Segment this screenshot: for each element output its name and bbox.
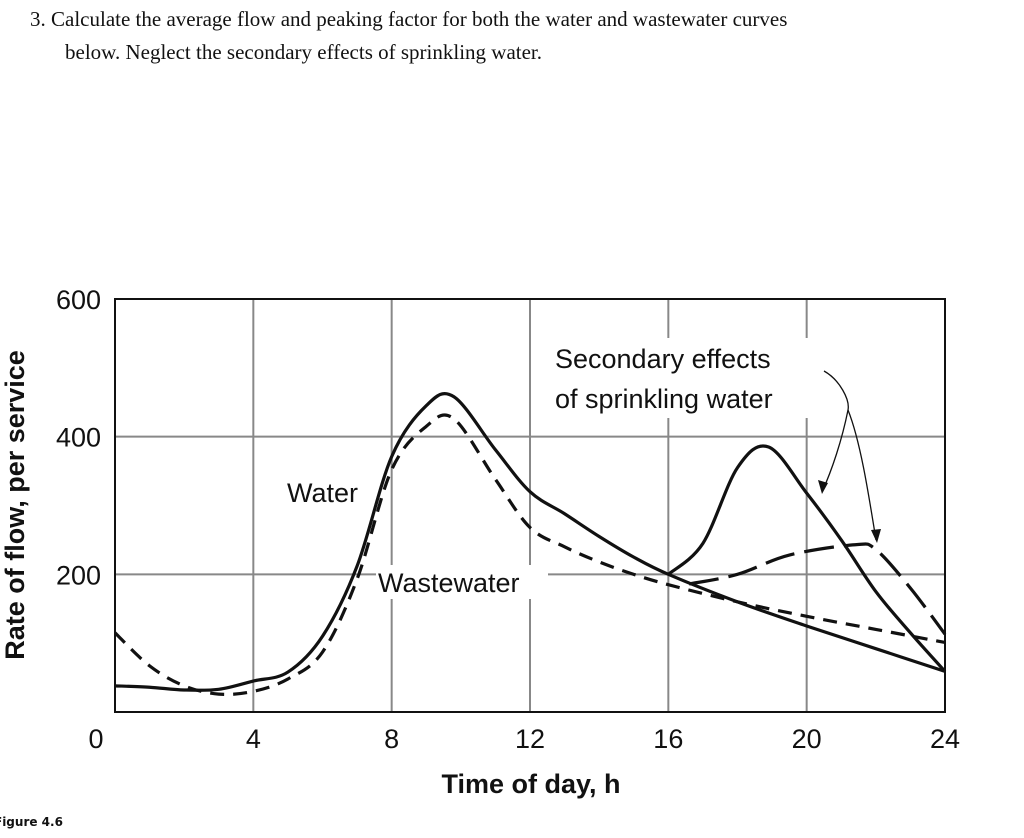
x-tick-label: 24 (930, 724, 960, 754)
wastewater-label-bg (376, 565, 548, 599)
water-label-bg (283, 474, 373, 508)
question-line-2: below. Neglect the secondary effects of … (65, 40, 543, 64)
series-line-sprinkling-2 (667, 444, 947, 673)
grid (115, 299, 945, 712)
wastewater-label: Wastewater (378, 568, 520, 598)
secondary-label-bg (550, 338, 820, 418)
arrowhead-wastewater-icon (871, 529, 881, 543)
y-tick-labels: 200 400 600 (56, 285, 101, 590)
x-tick-labels: 0 4 8 12 16 20 24 (88, 724, 960, 754)
x-tick-label: 4 (246, 724, 261, 754)
series-line-water (114, 392, 946, 692)
x-tick-label: 8 (384, 724, 399, 754)
secondary-effects-label-1: Secondary effects (555, 344, 771, 374)
y-tick-label: 200 (56, 560, 101, 590)
x-axis-title: Time of day, h (441, 769, 620, 799)
curves (113, 392, 947, 697)
y-tick-label: 600 (56, 285, 101, 315)
x-tick-label: 16 (653, 724, 683, 754)
annotation-arrow-water (821, 370, 849, 493)
x-tick-label: 0 (88, 724, 103, 754)
question-line-1: 3. Calculate the average flow and peakin… (30, 7, 788, 31)
x-tick-label: 12 (515, 724, 545, 754)
arrowhead-water-icon (818, 480, 828, 494)
secondary-effects-label-2: of sprinkling water (555, 384, 773, 414)
plot-frame (114, 298, 946, 713)
annotation-arrow-wastewater (847, 409, 877, 541)
water-label: Water (287, 478, 358, 508)
y-axis-title: Rate of flow, per service (0, 350, 30, 660)
series-line-sprinkling-3 (688, 542, 947, 636)
figure-caption: Figure 4.6 (0, 815, 63, 829)
series-line-wastewater (113, 413, 946, 697)
y-tick-label: 400 (56, 423, 101, 453)
x-tick-label: 20 (792, 724, 822, 754)
